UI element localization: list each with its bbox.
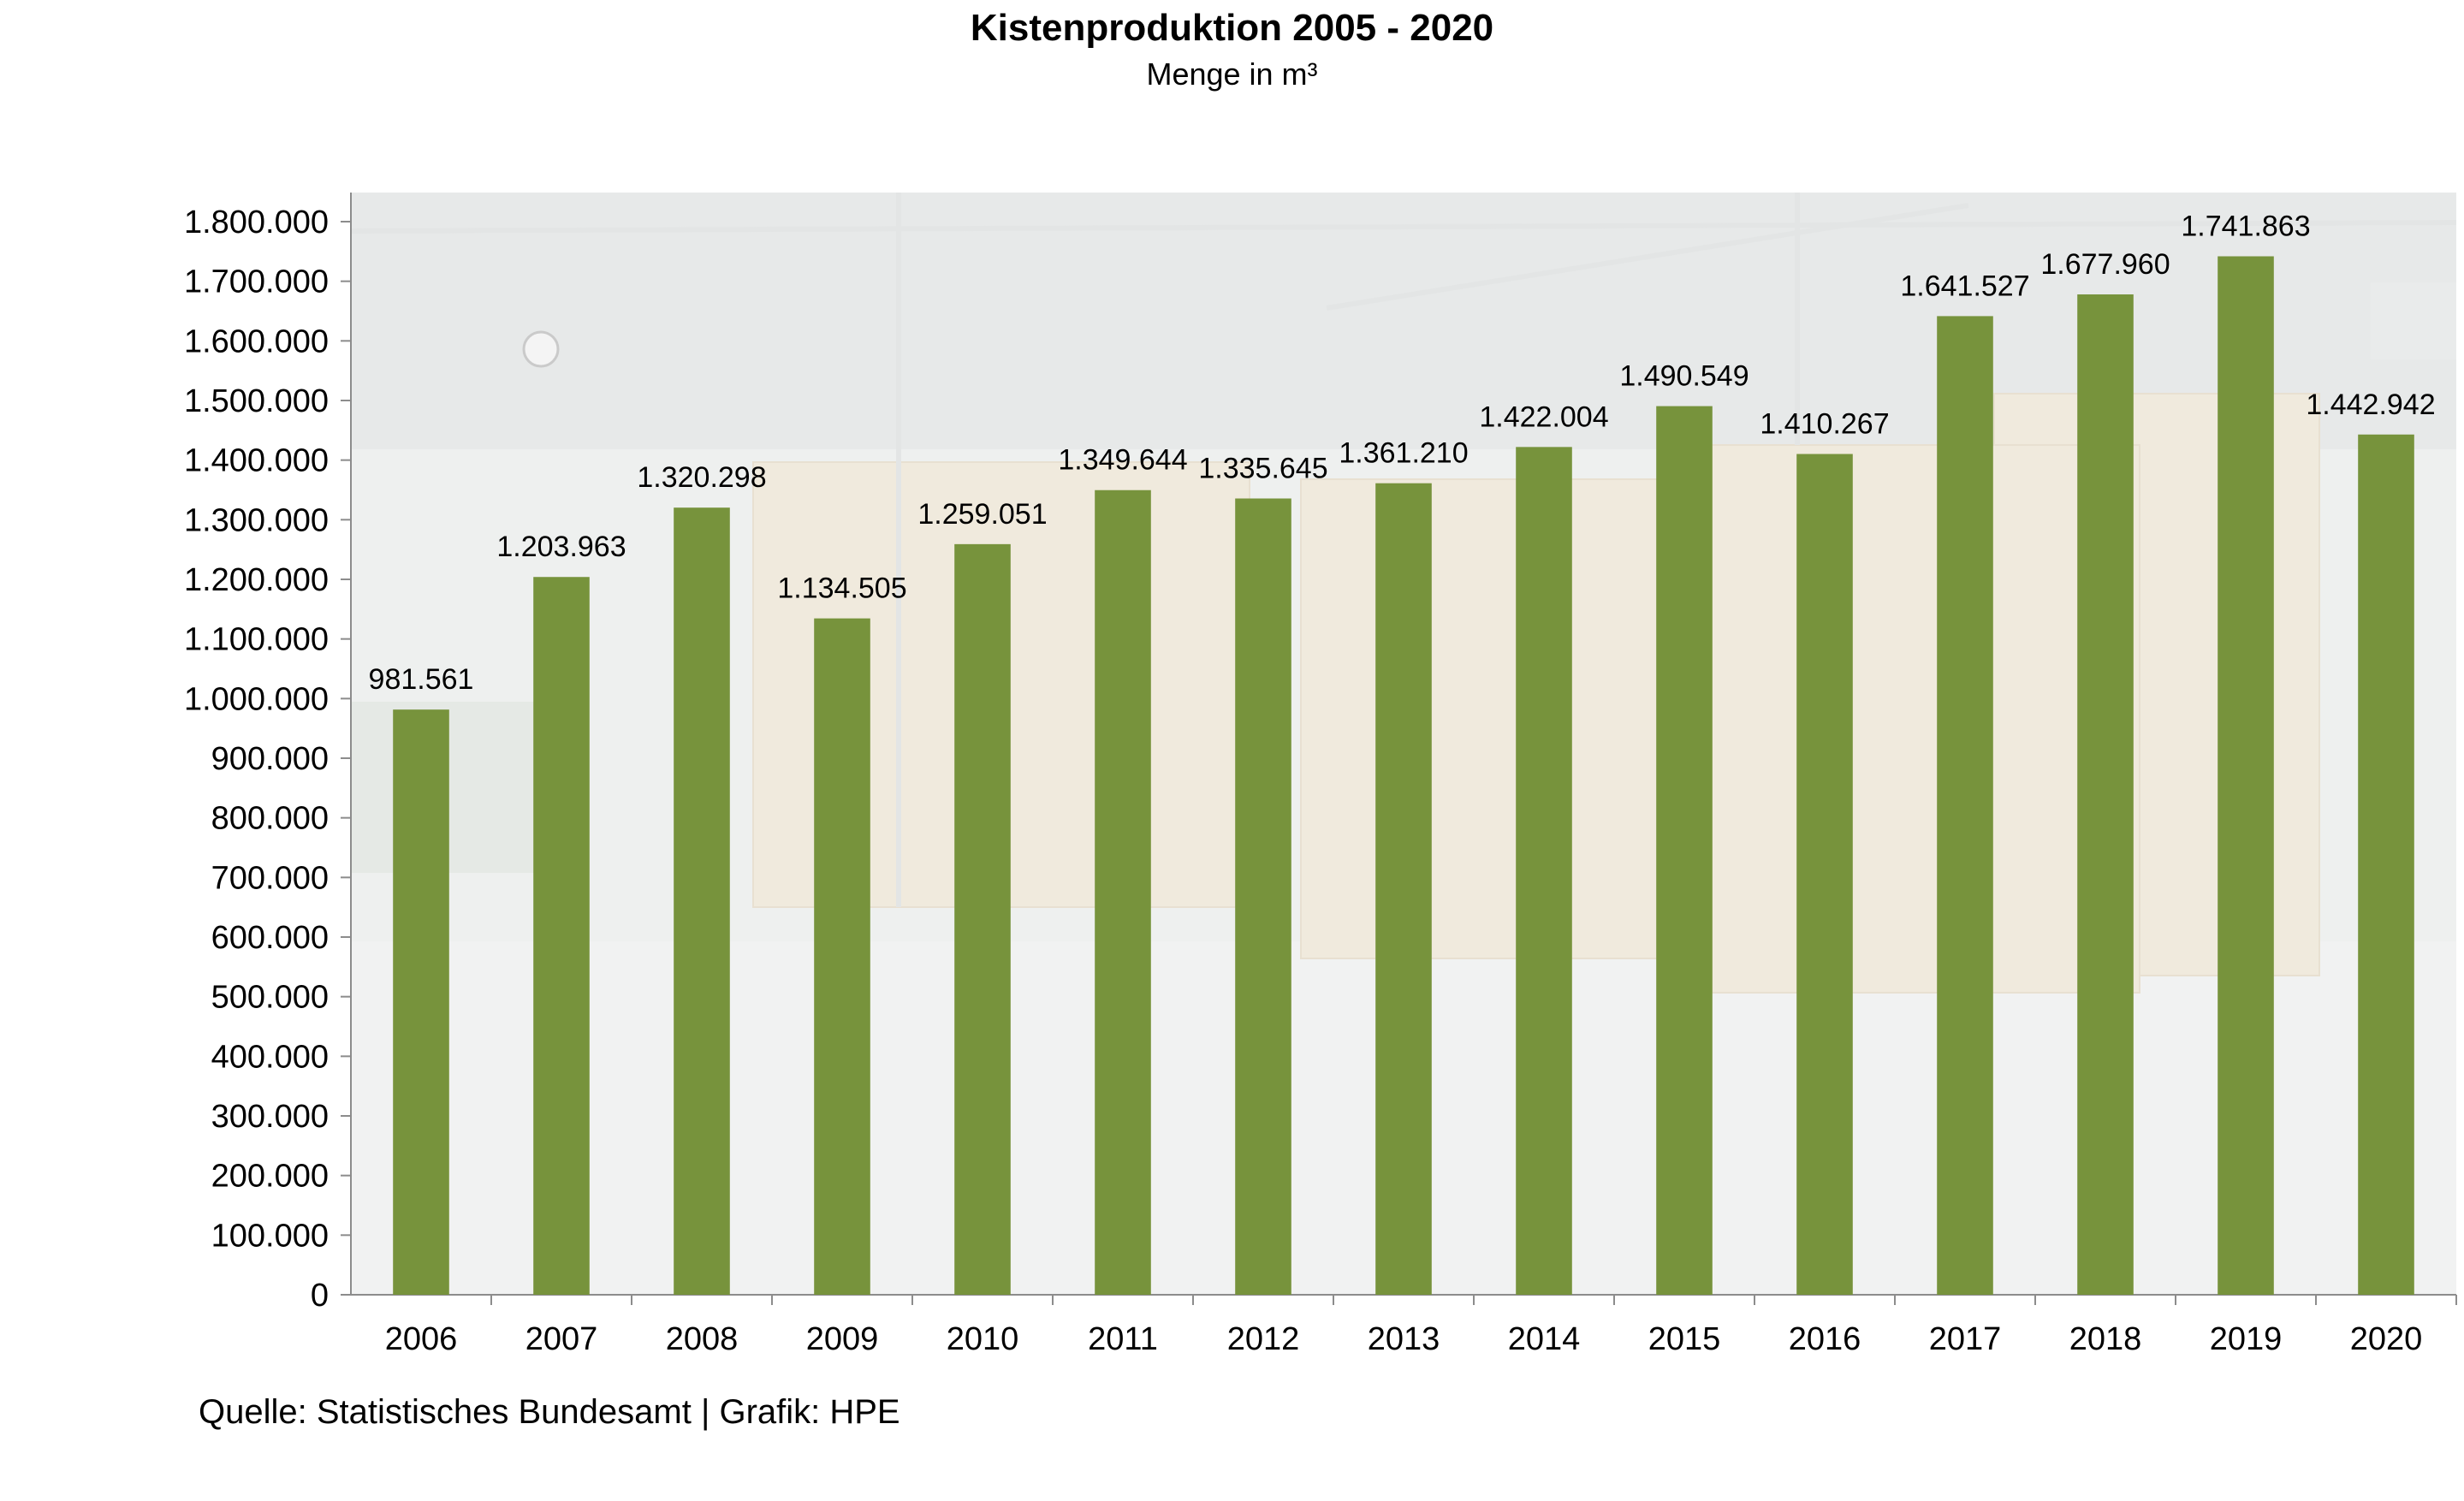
x-tick-label: 2007 [525, 1321, 598, 1357]
x-tick-label: 2017 [1929, 1321, 2002, 1357]
x-tick-label: 2019 [2210, 1321, 2283, 1357]
x-tick-label: 2018 [2069, 1321, 2142, 1357]
data-label: 1.677.960 [2040, 248, 2170, 281]
y-tick-label: 1.400.000 [184, 443, 329, 479]
bar [1656, 406, 1713, 1295]
y-tick-label: 0 [311, 1278, 329, 1314]
x-tick-labels: 2006 2007 2008 2009 2010 2011 2012 2013 2014 2015… [385, 1321, 2423, 1357]
bar [2077, 294, 2134, 1295]
bar [1516, 447, 1572, 1295]
x-tick-label: 2016 [1789, 1321, 1861, 1357]
bar [1796, 454, 1853, 1295]
data-label: 1.320.298 [637, 461, 766, 494]
bar [1235, 498, 1291, 1295]
data-label: 1.490.549 [1619, 360, 1749, 393]
data-label: 1.203.963 [496, 531, 626, 563]
x-tick-label: 2020 [2350, 1321, 2423, 1357]
y-tick-label: 500.000 [211, 980, 329, 1016]
bar [1375, 483, 1432, 1295]
bar [2358, 434, 2414, 1296]
y-tick-label: 1.800.000 [184, 205, 329, 240]
data-label: 1.410.267 [1760, 408, 1889, 441]
source-note: Quelle: Statistisches Bundesamt | Grafik… [199, 1393, 900, 1431]
data-label: 1.422.004 [1479, 400, 1608, 433]
y-tick-label: 1.500.000 [184, 383, 329, 419]
x-tick-label: 2010 [947, 1321, 1019, 1357]
y-tick-label: 400.000 [211, 1039, 329, 1075]
x-tick-label: 2009 [806, 1321, 879, 1357]
bar [814, 618, 870, 1295]
data-label: 1.641.527 [1900, 270, 2029, 302]
x-tick-label: 2006 [385, 1321, 458, 1357]
data-label: 1.134.505 [777, 573, 906, 605]
bars [393, 256, 2414, 1296]
bar [2218, 256, 2274, 1296]
y-tick-label: 900.000 [211, 741, 329, 777]
data-label: 1.442.942 [2306, 389, 2435, 421]
bar [1095, 489, 1151, 1295]
bar [1937, 316, 1993, 1296]
bar [674, 507, 730, 1295]
y-tick-label: 200.000 [211, 1159, 329, 1195]
chart-title: Kistenproduktion 2005 - 2020 [970, 7, 1494, 49]
y-tick-label: 100.000 [211, 1218, 329, 1254]
chart-subtitle: Menge in m³ [1146, 56, 1318, 92]
data-label: 1.349.644 [1058, 444, 1187, 477]
x-tick-label: 2013 [1368, 1321, 1440, 1357]
y-tick-label: 1.300.000 [184, 502, 329, 538]
y-tick-labels: 0 100.000 200.000 300.000 400.000 500.000 600.… [184, 205, 351, 1314]
y-tick-label: 1.000.000 [184, 681, 329, 717]
bar [533, 577, 590, 1295]
y-tick-label: 1.600.000 [184, 323, 329, 359]
data-label: 1.259.051 [917, 498, 1047, 531]
data-labels: 981.561 1.203.963 1.320.298 1.134.505 1.259.… [369, 211, 2436, 697]
bar [954, 543, 1011, 1295]
data-label: 1.361.210 [1339, 437, 1468, 470]
y-tick-label: 700.000 [211, 860, 329, 896]
x-tick-label: 2014 [1508, 1321, 1581, 1357]
x-tick-label: 2012 [1227, 1321, 1300, 1357]
y-tick-label: 300.000 [211, 1099, 329, 1135]
data-label: 981.561 [369, 663, 474, 696]
data-label: 1.741.863 [2181, 211, 2310, 243]
y-tick-label: 600.000 [211, 920, 329, 956]
y-tick-label: 1.100.000 [184, 622, 329, 658]
y-tick-label: 1.700.000 [184, 264, 329, 300]
data-label: 1.335.645 [1198, 453, 1327, 485]
x-tick-label: 2015 [1648, 1321, 1721, 1357]
bar [393, 709, 449, 1295]
x-tick-label: 2008 [666, 1321, 739, 1357]
x-tick-label: 2011 [1088, 1321, 1158, 1357]
y-tick-label: 1.200.000 [184, 562, 329, 598]
y-tick-label: 800.000 [211, 801, 329, 837]
